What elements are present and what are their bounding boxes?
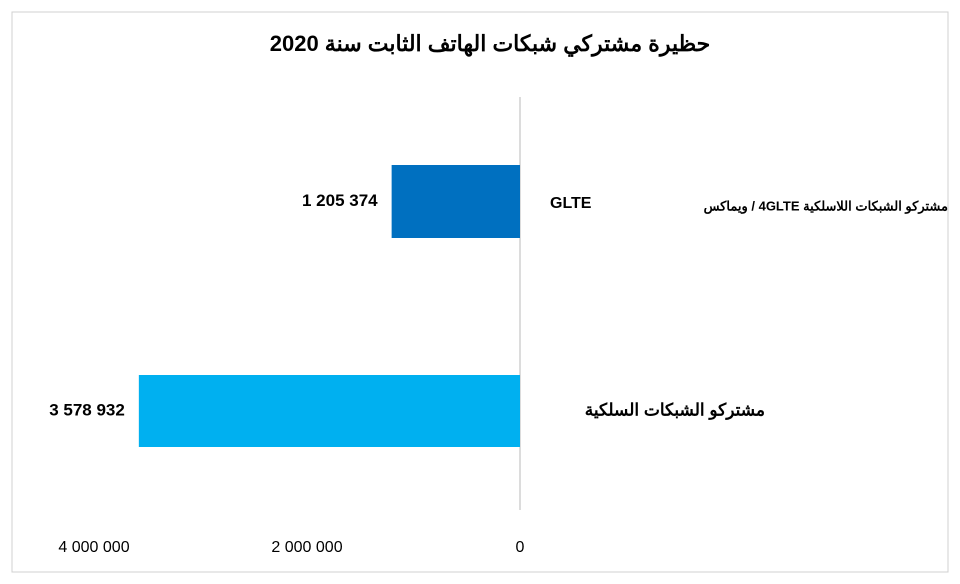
value-label: 3 578 932: [49, 400, 125, 419]
category-label: مشتركو الشبكات السلكية: [585, 400, 765, 420]
annotation: GLTE: [550, 195, 592, 212]
x-tick-label: 0: [516, 539, 525, 556]
bar: [138, 375, 520, 447]
chart-frame: [11, 11, 949, 573]
bar: [391, 165, 520, 238]
value-label: 1 205 374: [302, 191, 378, 210]
x-tick-label: 2 000 000: [271, 539, 342, 556]
x-tick-label: 4 000 000: [58, 539, 129, 556]
chart-title: حظيرة مشتركي شبكات الهاتف الثابت سنة 202…: [270, 31, 711, 57]
category-label: مشتركو الشبكات اللاسلكية 4GLTE / ويماكس: [704, 198, 948, 214]
